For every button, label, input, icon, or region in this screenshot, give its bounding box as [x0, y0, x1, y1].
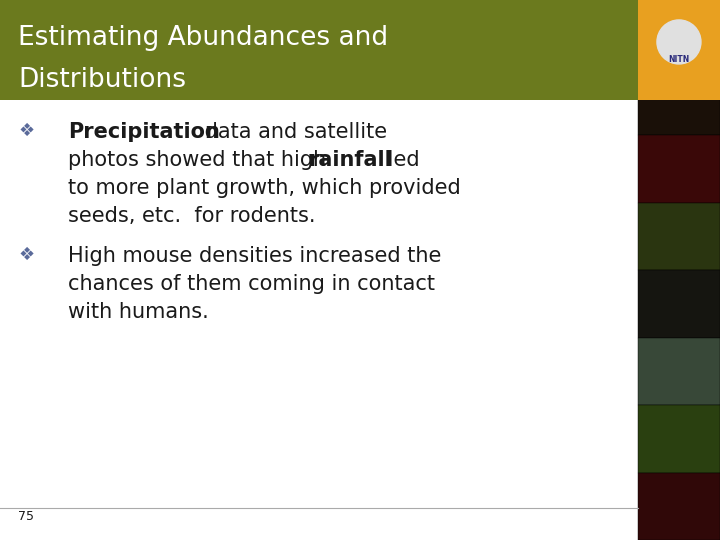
Text: seeds, etc.  for rodents.: seeds, etc. for rodents. [68, 206, 315, 226]
Text: Precipitation: Precipitation [68, 122, 220, 142]
Text: Distributions: Distributions [18, 67, 186, 93]
Text: chances of them coming in contact: chances of them coming in contact [68, 274, 435, 294]
Bar [638, 135, 720, 202]
Bar [638, 405, 720, 472]
Bar [0, 0, 638, 100]
Text: ❖: ❖ [18, 122, 34, 140]
Text: High mouse densities increased the: High mouse densities increased the [68, 246, 441, 266]
Circle shape [657, 20, 701, 64]
Bar [638, 0, 720, 100]
Bar [638, 68, 720, 135]
Text: 75: 75 [18, 510, 34, 523]
Bar [638, 338, 720, 405]
Text: to more plant growth, which provided: to more plant growth, which provided [68, 178, 461, 198]
Text: photos showed that high: photos showed that high [68, 150, 333, 170]
Text: data and satellite: data and satellite [198, 122, 387, 142]
Text: led: led [381, 150, 420, 170]
Bar [638, 472, 720, 540]
Bar [638, 202, 720, 270]
Text: ❖: ❖ [18, 246, 34, 264]
Text: Estimating Abundances and: Estimating Abundances and [18, 25, 388, 51]
Text: NITN: NITN [668, 56, 690, 64]
Text: rainfall: rainfall [308, 150, 392, 170]
Bar [638, 270, 720, 338]
Bar [638, 0, 720, 68]
Text: with humans.: with humans. [68, 302, 209, 322]
